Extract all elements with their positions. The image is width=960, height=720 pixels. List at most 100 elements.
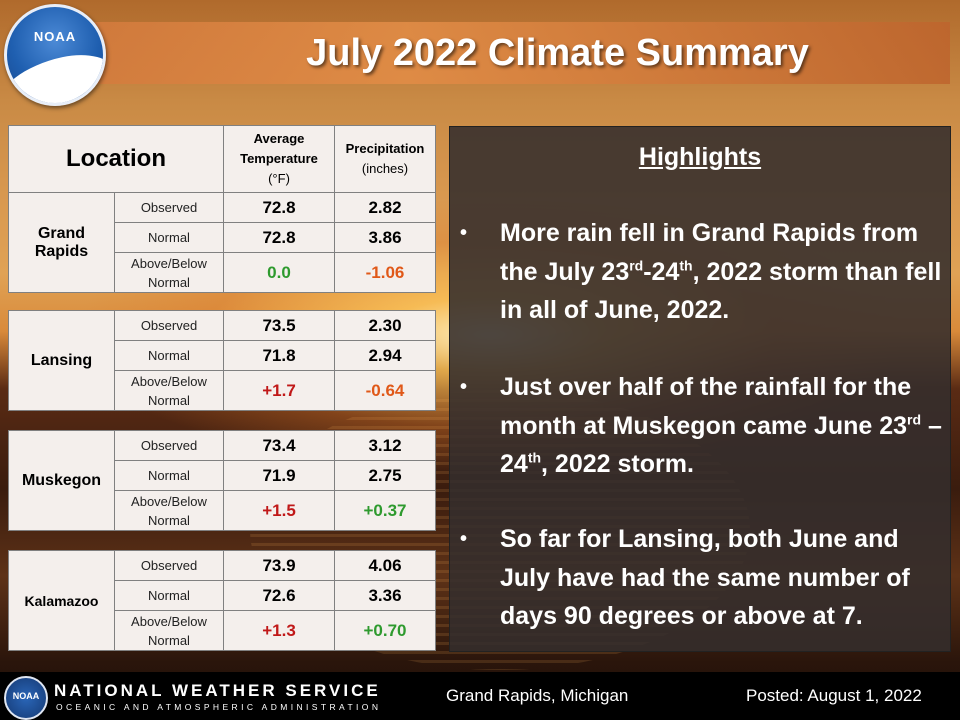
location-header: Location [8,125,224,193]
normal-temp: 72.6 [223,580,335,611]
row-label-observed: Observed [114,430,224,461]
observed-precip: 2.82 [334,192,436,223]
highlight-sup: rd [629,257,644,274]
departure-precip: -0.64 [334,370,436,411]
row-label-observed: Observed [114,192,224,223]
grand-rapids-table: Location Average Temperature (°F) Precip… [8,125,436,293]
row-label-above-below-line2: Normal [148,274,190,290]
muskegon-table: Muskegon Observed 73.4 3.12 Normal 71.9 … [8,430,436,531]
location-name-lansing: Lansing [8,310,115,411]
observed-temp: 73.4 [223,430,335,461]
departure-precip: +0.70 [334,610,436,651]
org-subtitle: OCEANIC AND ATMOSPHERIC ADMINISTRATION [56,702,382,712]
table-header-row: Location Average Temperature (°F) Precip… [8,125,436,193]
bullet-dot: • [460,376,468,398]
table-row: Above/Below Normal +1.3 +0.70 [9,610,436,651]
location-name-muskegon: Muskegon [8,430,115,531]
bullet-dot: • [460,528,468,550]
nws-logo-icon: NOAA [4,676,48,720]
table-row: Above/Below Normal +1.5 +0.37 [9,490,436,531]
row-label-above-below-line2: Normal [148,512,190,528]
page-title: July 2022 Climate Summary [306,32,809,74]
noaa-logo-text: NOAA [33,29,77,44]
row-label-above-below-line1: Above/Below [131,255,207,271]
highlights-panel: Highlights • More rain fell in Grand Rap… [449,126,951,652]
row-label-normal: Normal [114,222,224,253]
highlight-text: Just over half of the rainfall for the m… [500,368,950,484]
footer-bar: NOAA NATIONAL WEATHER SERVICE OCEANIC AN… [0,672,960,720]
lansing-table: Lansing Observed 73.5 2.30 Normal 71.8 2… [8,310,436,411]
table-row: Normal 72.6 3.36 [9,580,436,611]
row-label-above-below: Above/Below Normal [114,610,224,651]
kalamazoo-table: Kalamazoo Observed 73.9 4.06 Normal 72.6… [8,550,436,651]
highlight-text-part: , 2022 storm than fell in all of June, 2… [500,257,942,325]
highlight-text-part: -24 [643,257,680,286]
highlight-text: So far for Lansing, both June and July h… [500,525,910,630]
location-name-line2: Rapids [34,242,89,260]
highlight-sup: th [527,449,542,466]
avg-temp-header: Average Temperature (°F) [223,125,335,193]
normal-precip: 2.94 [334,340,436,371]
row-label-above-below: Above/Below Normal [114,490,224,531]
avg-temp-header-line2: Temperature [240,151,318,166]
row-label-normal: Normal [114,460,224,491]
title-bar: July 2022 Climate Summary [45,22,950,84]
normal-temp: 71.8 [223,340,335,371]
table-row: Grand Rapids Observed 72.8 2.82 [8,192,436,293]
departure-precip: +0.37 [334,490,436,531]
normal-precip: 2.75 [334,460,436,491]
location-name-grand-rapids: Grand Rapids [8,192,115,293]
table-row: Above/Below Normal +1.7 -0.64 [9,370,436,411]
departure-precip: -1.06 [334,252,436,293]
location-name-kalamazoo: Kalamazoo [8,550,115,651]
row-label-above-below-line2: Normal [148,632,190,648]
table-row: Kalamazoo Observed 73.9 4.06 [8,550,436,651]
observed-temp: 73.9 [223,550,335,581]
highlight-sup: rd [907,411,922,428]
highlight-text-part: Just over half of the rainfall for the m… [500,373,912,440]
table-row: Normal 71.9 2.75 [9,460,436,491]
precip-header-unit: (inches) [361,161,409,176]
table-row: Muskegon Observed 73.4 3.12 [8,430,436,531]
bullet-dot: • [460,222,468,244]
row-label-normal: Normal [114,580,224,611]
table-row: Normal 72.8 3.86 [9,222,436,253]
row-label-above-below: Above/Below Normal [114,252,224,293]
normal-temp: 71.9 [223,460,335,491]
row-label-above-below: Above/Below Normal [114,370,224,411]
footer-location: Grand Rapids, Michigan [446,686,629,705]
departure-temp: +1.7 [223,370,335,411]
departure-temp: 0.0 [223,252,335,293]
highlight-text-part: More rain fell in Grand Rapids from the … [500,219,919,286]
observed-precip: 4.06 [334,550,436,581]
avg-temp-header-line1: Average [253,131,305,146]
row-label-normal: Normal [114,340,224,371]
nws-logo-text: NOAA [12,691,40,701]
row-label-above-below-line1: Above/Below [131,493,207,509]
departure-temp: +1.3 [223,610,335,651]
row-label-above-below-line1: Above/Below [131,373,207,389]
highlight-text: More rain fell in Grand Rapids from the … [500,214,950,330]
normal-temp: 72.8 [223,222,335,253]
normal-precip: 3.86 [334,222,436,253]
highlight-text-part: , 2022 storm. [541,450,694,478]
observed-temp: 72.8 [223,192,335,223]
noaa-logo-wave [7,47,103,103]
highlight-text-part: – 24 [500,411,942,479]
highlight-sup: th [679,257,693,274]
row-label-observed: Observed [114,550,224,581]
observed-precip: 2.30 [334,310,436,341]
avg-temp-header-unit: (°F) [268,171,290,186]
table-row: Above/Below Normal 0.0 -1.06 [9,252,436,293]
precip-header: Precipitation (inches) [334,125,436,193]
row-label-observed: Observed [114,310,224,341]
departure-temp: +1.5 [223,490,335,531]
observed-temp: 73.5 [223,310,335,341]
observed-precip: 3.12 [334,430,436,461]
highlights-title: Highlights [638,143,762,171]
row-label-above-below-line1: Above/Below [131,613,207,629]
normal-precip: 3.36 [334,580,436,611]
table-row: Lansing Observed 73.5 2.30 [8,310,436,411]
row-label-above-below-line2: Normal [148,392,190,408]
org-name: NATIONAL WEATHER SERVICE [54,681,381,700]
